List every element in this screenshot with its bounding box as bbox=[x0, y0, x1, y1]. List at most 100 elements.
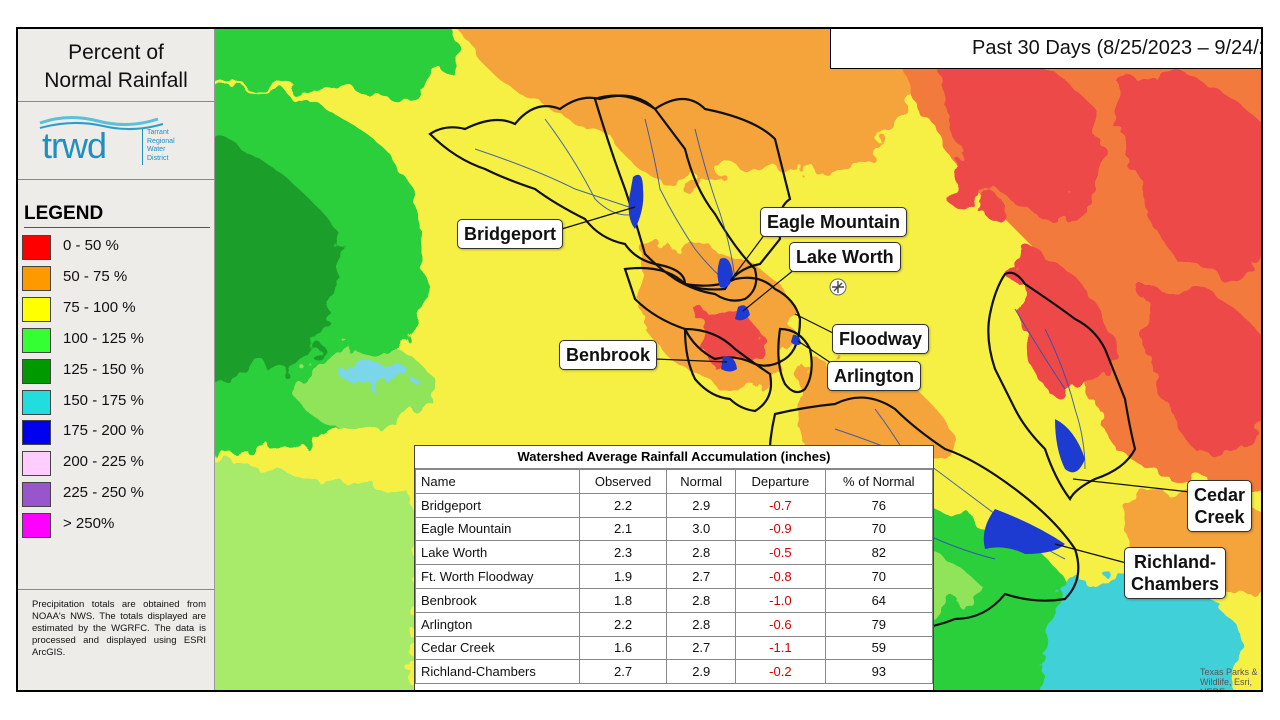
legend-label: 200 - 225 % bbox=[63, 453, 144, 471]
table-cell: Lake Worth bbox=[415, 540, 580, 566]
callout-floodway: Floodway bbox=[832, 324, 930, 354]
logo-wordmark: trwd bbox=[42, 125, 107, 166]
eagle-mountain-lake bbox=[717, 258, 733, 288]
logo-line-4: District bbox=[147, 154, 169, 162]
legend-item: > 250% bbox=[22, 513, 212, 539]
table-row: Eagle Mountain 2.1 3.0 -0.9 70 bbox=[415, 516, 934, 542]
table-cell: Benbrook bbox=[415, 587, 580, 613]
table-cell: 64 bbox=[824, 587, 934, 613]
callout-richland-chambers: Richland- Chambers bbox=[1124, 547, 1227, 599]
legend-swatch bbox=[22, 482, 51, 508]
callout-richland-line-1: Richland- bbox=[1134, 552, 1217, 572]
legend-swatch bbox=[22, 451, 51, 477]
table-cell: 2.9 bbox=[666, 492, 737, 518]
trwd-logo: trwd Tarrant Regional Water District bbox=[38, 111, 208, 171]
sidebar-title: Percent of Normal Rainfall bbox=[18, 39, 214, 95]
table-header-cell: Name bbox=[415, 469, 580, 494]
arlington-watershed bbox=[777, 327, 813, 394]
table-cell: 59 bbox=[824, 635, 934, 661]
arlington-lake bbox=[791, 334, 801, 346]
legend-swatch bbox=[22, 358, 51, 384]
table-cell: 93 bbox=[824, 659, 934, 685]
legend-swatch bbox=[22, 296, 51, 322]
callout-cedar-line-2: Creek bbox=[1194, 507, 1245, 527]
table-cell: 2.8 bbox=[666, 540, 737, 566]
legend-item: 225 - 250 % bbox=[22, 482, 212, 508]
table-cell: Cedar Creek bbox=[415, 635, 580, 661]
legend-label: 125 - 150 % bbox=[63, 360, 144, 378]
table-cell: 1.8 bbox=[578, 587, 668, 613]
logo-line-1: Tarrant bbox=[147, 129, 169, 136]
table-caption: Watershed Average Rainfall Accumulation … bbox=[415, 446, 933, 469]
table-cell: Bridgeport bbox=[415, 492, 580, 518]
table-cell: 2.7 bbox=[666, 635, 737, 661]
callout-arlington: Arlington bbox=[827, 361, 921, 391]
callout-lake-worth: Lake Worth bbox=[789, 242, 901, 272]
cedar-creek-lake bbox=[1055, 419, 1085, 473]
table-cell: 70 bbox=[824, 564, 934, 589]
table-cell: Ft. Worth Floodway bbox=[415, 564, 580, 589]
legend-swatch bbox=[22, 235, 51, 260]
legend-item: 100 - 125 % bbox=[22, 327, 212, 353]
legend-label: 175 - 200 % bbox=[63, 422, 144, 440]
table-row: Cedar Creek 1.6 2.7 -1.1 59 bbox=[415, 635, 934, 661]
table-header-cell: Observed bbox=[578, 469, 668, 494]
table-cell: -1.1 bbox=[735, 635, 826, 661]
source-note: Precipitation totals are obtained from N… bbox=[32, 599, 206, 658]
rainfall-table: Watershed Average Rainfall Accumulation … bbox=[414, 445, 934, 690]
table-cell: 2.1 bbox=[578, 516, 668, 542]
logo-divider bbox=[142, 129, 143, 165]
table-cell: Richland-Chambers bbox=[415, 659, 580, 685]
table-row: Lake Worth 2.3 2.8 -0.5 82 bbox=[415, 540, 934, 566]
main-frame: Percent of Normal Rainfall trwd Tarrant … bbox=[16, 27, 1263, 692]
table-cell: 2.9 bbox=[666, 659, 737, 685]
map-attribution: Texas Parks & Wildlife, Esri, HERE, Garm… bbox=[1200, 667, 1258, 692]
richland-chambers-lake bbox=[983, 509, 1065, 554]
benbrook-lake bbox=[721, 356, 737, 372]
benbrook-watershed bbox=[683, 327, 773, 413]
table-cell: -0.8 bbox=[735, 564, 826, 589]
legend-label: 0 - 50 % bbox=[63, 237, 119, 254]
legend-underline bbox=[24, 227, 210, 228]
title-line-2: Normal Rainfall bbox=[44, 69, 188, 92]
legend-item: 175 - 200 % bbox=[22, 420, 212, 446]
table-cell: 2.2 bbox=[578, 611, 668, 637]
table-cell: -0.9 bbox=[735, 516, 826, 542]
legend-item: 200 - 225 % bbox=[22, 451, 212, 477]
rainfall-data-table: Name Observed Normal Departure% of Normal B… bbox=[415, 469, 934, 685]
table-cell: Eagle Mountain bbox=[415, 516, 580, 542]
rainfall-map[interactable]: Past 30 Days (8/25/2023 – 9/24/2023) Bri… bbox=[185, 29, 1261, 692]
divider bbox=[18, 179, 214, 180]
callout-eagle-mountain: Eagle Mountain bbox=[760, 207, 908, 237]
legend-label: 75 - 100 % bbox=[63, 298, 136, 316]
table-row: Ft. Worth Floodway 1.9 2.7 -0.8 70 bbox=[415, 564, 934, 589]
table-body: Bridgeport 2.2 2.9 -0.7 76 Eagle Mountain 2.1 3… bbox=[415, 492, 934, 685]
reservoirs bbox=[628, 174, 1085, 554]
table-header-cell: % of Normal bbox=[824, 469, 934, 494]
table-cell: 1.6 bbox=[578, 635, 668, 661]
table-row: Benbrook 1.8 2.8 -1.0 64 bbox=[415, 587, 934, 613]
logo-line-3: Water bbox=[147, 146, 166, 153]
legend-swatch bbox=[22, 389, 51, 415]
table-header-cell: Normal bbox=[666, 469, 737, 494]
bridgeport-lake bbox=[628, 174, 644, 229]
divider bbox=[18, 101, 214, 102]
sidebar: Percent of Normal Rainfall trwd Tarrant … bbox=[18, 29, 215, 690]
bridgeport-watershed bbox=[428, 94, 792, 291]
legend-swatch bbox=[22, 265, 51, 291]
callout-cedar-creek: Cedar Creek bbox=[1187, 480, 1253, 532]
table-cell: -0.5 bbox=[735, 540, 826, 566]
table-cell: -0.7 bbox=[735, 492, 826, 518]
table-cell: 2.8 bbox=[666, 587, 737, 613]
table-cell: 2.7 bbox=[666, 564, 737, 589]
legend-label: 225 - 250 % bbox=[63, 484, 144, 502]
table-cell: 79 bbox=[824, 611, 934, 637]
title-line-1: Percent of bbox=[68, 41, 164, 64]
legend-swatch bbox=[22, 513, 51, 539]
table-cell: 3.0 bbox=[666, 516, 737, 542]
legend-label: 50 - 75 % bbox=[63, 267, 128, 285]
table-cell: 70 bbox=[824, 516, 934, 542]
legend-title: LEGEND bbox=[24, 203, 104, 224]
logo-subtext: Tarrant Regional Water District bbox=[147, 129, 175, 163]
legend-item: 75 - 100 % bbox=[22, 296, 212, 322]
